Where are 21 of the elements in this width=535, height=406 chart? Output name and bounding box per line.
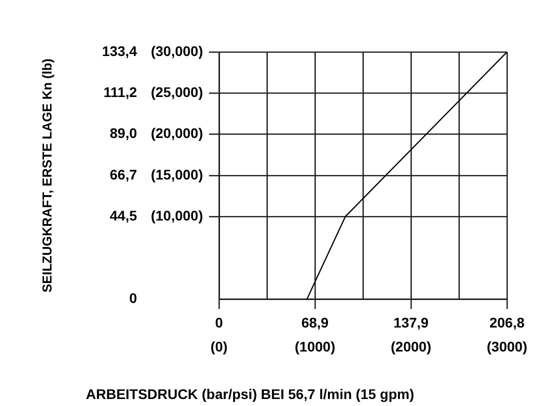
y2-tick-label: (10,000) (150, 208, 203, 224)
x-tick-label: 0 (215, 314, 224, 330)
x-tick-label: 206,8 (489, 314, 525, 330)
x2-tick-label: (3000) (486, 338, 528, 354)
y-tick-label: 111,2 (104, 84, 138, 100)
x2-tick-label: (1000) (294, 338, 336, 354)
y-tick-label: 44,5 (110, 207, 138, 224)
y-tick-label: 66,7 (110, 166, 138, 182)
y-tick-label: 89,0 (110, 125, 138, 142)
y-tick-label: 0 (129, 290, 138, 306)
x-axis-title: ARBEITSDRUCK (bar/psi) BEI 56,7 l/min (15 gpm) (86, 386, 414, 402)
y2-tick-label: (30,000) (150, 42, 203, 59)
y-tick-label: 133,4 (102, 42, 138, 59)
x-tick-label: 137,9 (394, 314, 429, 330)
y2-tick-label: (25,000) (150, 84, 203, 100)
y2-tick-label: (20,000) (150, 125, 203, 142)
x2-tick-label: (2000) (390, 338, 432, 354)
y-axis-title: SEILZUGKRAFT, ERSTE LAGE Kn (lb) (39, 58, 54, 292)
y2-tick-label: (15,000) (150, 166, 203, 182)
x2-tick-label: (0) (210, 338, 228, 354)
x-tick-label: 68,9 (301, 314, 329, 330)
